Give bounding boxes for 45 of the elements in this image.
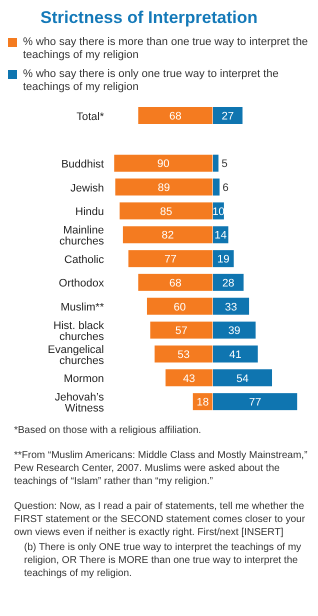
y-tick-label: Hindu [75,206,104,218]
data-label: 10 [212,206,224,218]
data-label: 82 [162,230,174,242]
y-tick-label: Orthodox [58,278,104,290]
bar [212,178,220,196]
chart-title: Strictness of Interpretation [39,8,259,28]
y-tick-label: Mormon [64,373,104,386]
data-label: 28 [222,277,234,290]
data-label: 53 [177,348,190,361]
data-label: 54 [236,372,248,385]
data-label: 18 [196,396,209,409]
data-label: 89 [158,182,170,194]
y-tick-label: Buddhist [61,158,104,171]
bar [212,154,218,172]
data-label: 77 [248,396,261,409]
data-label: 68 [169,110,182,123]
data-label: 33 [224,301,237,314]
y-tick-label: Mainline churches [59,224,104,248]
y-tick-label: Hist. black churches [53,320,104,343]
data-label: 14 [214,230,226,242]
text: Question: Now, as I read a pair of statements, tell me whether the FIRST statement or the SECOND statement comes closer to your own views even if neither is exactly right. First/next [INSERT] [14,500,306,539]
legend-label: % who say there is more than one true way to interpret the teachings of my religion [23,36,309,62]
y-tick-label: Total* [76,110,105,123]
data-label: 41 [228,348,242,361]
data-label: 57 [175,325,188,338]
data-label: 77 [164,254,177,266]
y-tick-label: Jewish [70,182,104,194]
data-label: 43 [182,372,196,385]
y-tick-label: Muslim** [60,302,105,314]
y-tick-label: Evangelical churches [48,344,104,367]
legend-label: % who say there is only one true way to interpret the teachings of my religion [23,68,280,94]
y-tick-label: Jehovah’s Witness [54,391,104,414]
data-label: 85 [160,206,172,218]
data-label: 27 [221,110,234,123]
data-label: 60 [174,301,186,314]
text: **From “Muslim Americans: Middle Class and Mostly Mainstream,” Pew Research Center, 2007. Muslims were asked about the teachings of “Islam” rather than “my religion.” [14,449,308,488]
data-label: 90 [157,158,170,170]
data-label: 39 [228,325,240,338]
data-label: 6 [222,182,228,194]
y-tick-label: Catholic [64,254,104,266]
text: *Based on those with a religious affiliation. [14,424,202,437]
data-label: 68 [169,277,182,290]
text: (b) There is only ONE true way to interpret the teachings of my religion, OR There is MORE than one true way to interpret the teachings of my religion. [23,541,302,580]
data-label: 5 [221,158,228,170]
data-label: 19 [216,254,230,266]
